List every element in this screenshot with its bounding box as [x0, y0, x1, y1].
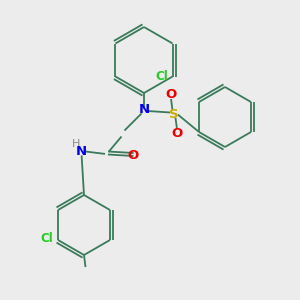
Text: H: H: [71, 139, 80, 149]
Text: O: O: [165, 88, 177, 101]
Text: Cl: Cl: [156, 70, 169, 83]
Text: S: S: [169, 107, 179, 121]
Text: O: O: [128, 149, 139, 163]
Text: N: N: [138, 103, 150, 116]
Text: Cl: Cl: [40, 232, 53, 245]
Text: N: N: [75, 145, 87, 158]
Text: O: O: [171, 127, 183, 140]
